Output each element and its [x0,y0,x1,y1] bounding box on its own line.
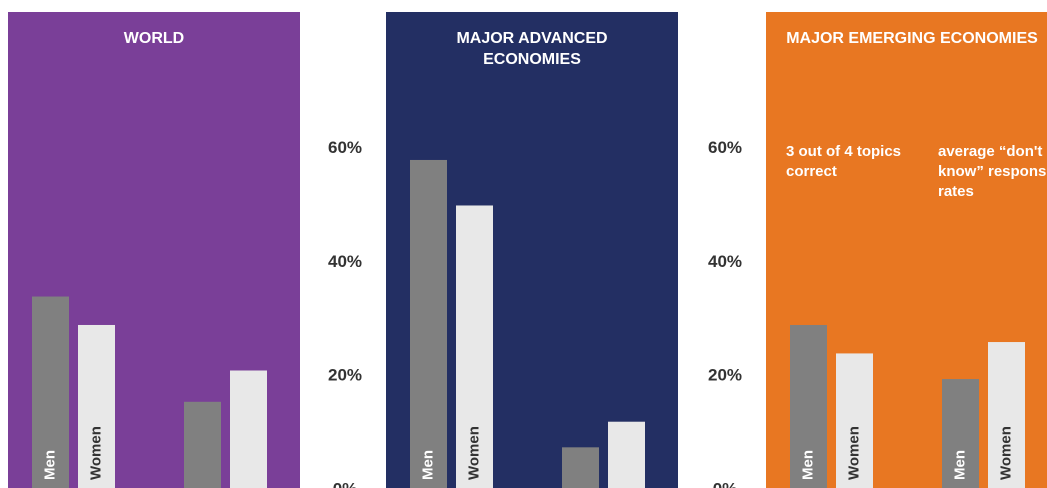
bar [562,447,599,488]
bar [942,379,979,488]
bar-series-label: Women [997,426,1014,480]
y-tick-label: 40% [328,252,362,271]
bar [608,421,645,488]
panel-title: WORLD [123,30,185,47]
bar-series-label: Men [41,450,58,480]
panel-title-box: WORLD [123,30,185,47]
y-tick-label: 0% [333,479,358,488]
bar-series-label: Men [419,450,436,480]
group-label: average “don't know” response rates [938,143,1047,200]
y-tick-label: 40% [708,252,742,271]
y-tick-label: 60% [708,138,742,157]
bar [456,205,493,488]
bar [988,342,1025,488]
bar [790,324,827,488]
y-tick-label: 20% [328,366,362,385]
bar [410,159,447,488]
group-label-box: average “don't know” response rates [938,143,1047,200]
bar-series-label: Women [845,426,862,480]
bar [78,324,115,488]
bar [184,401,221,488]
bar [32,296,69,488]
bar [230,370,267,488]
bar [836,353,873,488]
y-tick-label: 60% [328,138,362,157]
y-tick-label: 20% [708,366,742,385]
group-label-box: 3 out of 4 topics correct [786,143,902,180]
bar-series-label: Men [951,450,968,480]
group-label: 3 out of 4 topics correct [786,143,902,180]
bar-series-label: Women [465,426,482,480]
panel-title-box: MAJOR ADVANCED ECONOMIES [456,30,608,68]
panel-title: MAJOR EMERGING ECONOMIES [786,30,1038,47]
y-tick-label: 0% [713,479,738,488]
bar-series-label: Men [799,450,816,480]
panel-title: MAJOR ADVANCED ECONOMIES [456,30,608,68]
bar-series-label: Women [87,426,104,480]
panel-title-box: MAJOR EMERGING ECONOMIES [786,30,1038,47]
